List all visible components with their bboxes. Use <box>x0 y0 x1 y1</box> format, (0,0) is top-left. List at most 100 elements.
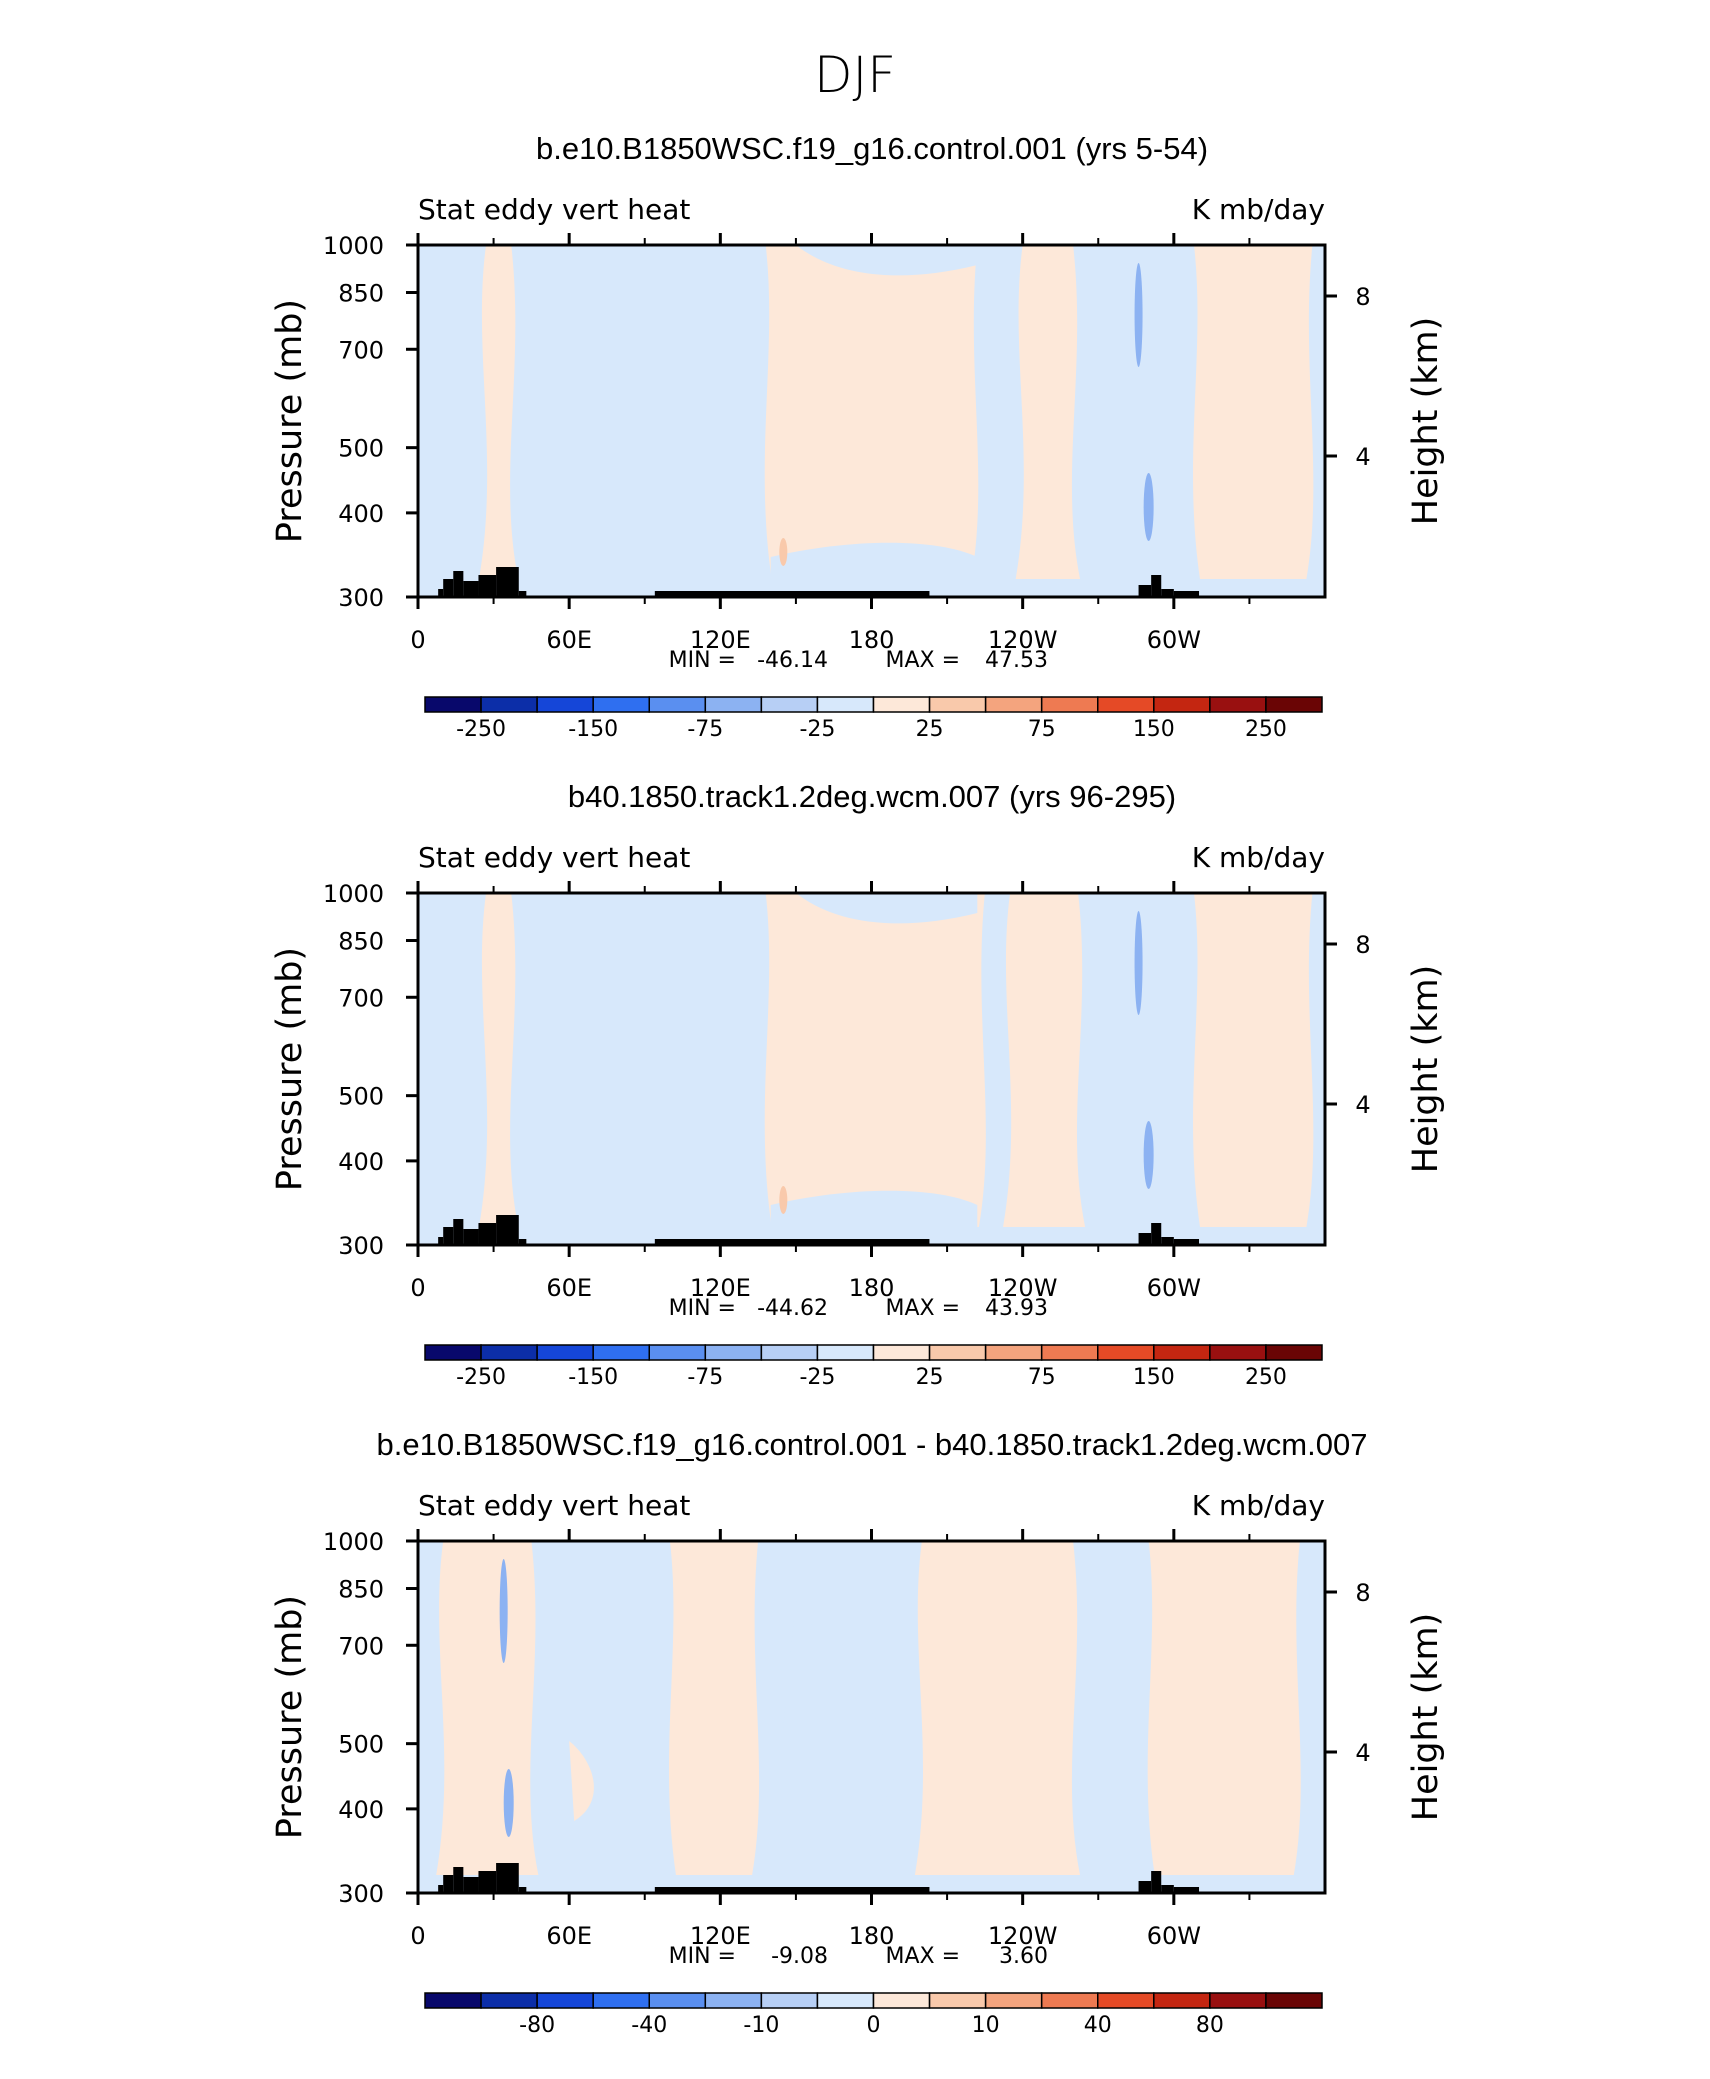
right-tick-label: 8 <box>1355 1579 1370 1607</box>
colorbar-swatch <box>928 696 987 713</box>
colorbar-swatch <box>1097 1992 1155 2009</box>
positive-region <box>569 1741 594 1821</box>
colorbar-swatch <box>984 1344 1043 1361</box>
topography-block <box>453 571 464 597</box>
right-tick-label: 8 <box>1355 283 1370 311</box>
topography-block <box>478 575 497 597</box>
colorbar-swatch <box>536 1344 594 1361</box>
colorbar-swatch <box>424 696 482 713</box>
topography-block <box>1161 1237 1174 1245</box>
negative-region <box>770 1601 897 1863</box>
y-tick-label: 700 <box>338 336 384 364</box>
colorbar-swatch <box>872 1344 931 1361</box>
colorbar-label: 150 <box>1133 717 1175 742</box>
min-label: MIN = <box>669 1296 736 1321</box>
colorbar-swatch <box>1209 1992 1267 2009</box>
right-tick-label: 4 <box>1355 1091 1370 1119</box>
topography-block <box>496 1215 519 1245</box>
max-value: 43.93 <box>985 1296 1048 1321</box>
contour-field <box>418 245 1325 597</box>
topography-block <box>463 1877 479 1893</box>
colorbar-swatch <box>760 696 819 713</box>
x-tick-label: 0 <box>410 626 425 654</box>
colorbar-label: 80 <box>1196 2013 1224 2038</box>
y-tick-label: 400 <box>338 1148 384 1176</box>
right-axis-label: Height (km) <box>1406 1613 1446 1822</box>
positive-region <box>436 1541 539 1875</box>
colorbar-swatch <box>536 1992 594 2009</box>
x-tick-label: 60E <box>546 626 592 654</box>
panel-3: b.e10.B1850WSC.f19_g16.control.001 - b40… <box>270 1427 1446 2038</box>
positive-region <box>914 1541 1081 1875</box>
colorbar: -250 -150 -75 -25 25 75 150 250 <box>424 696 1323 742</box>
colorbar-swatch <box>1209 1344 1267 1361</box>
colorbar-swatch <box>424 1992 482 2009</box>
colorbar-label: 25 <box>916 1365 944 1390</box>
y-tick-label: 300 <box>338 1880 384 1908</box>
colorbar-swatch <box>704 1992 763 2009</box>
colorbar-swatch <box>928 1344 987 1361</box>
colorbar: -80 -40 -10 0 10 40 80 <box>424 1992 1323 2038</box>
right-axis-label: Height (km) <box>1406 965 1446 1174</box>
max-value: 3.60 <box>999 1944 1048 1969</box>
positive-region <box>764 893 986 1227</box>
colorbar-swatch <box>872 1992 931 2009</box>
panel-1: b.e10.B1850WSC.f19_g16.control.001 (yrs … <box>270 131 1446 742</box>
panel-left-label: Stat eddy vert heat <box>418 841 690 874</box>
y-tick-label: 300 <box>338 1232 384 1260</box>
colorbar-swatch <box>1209 696 1267 713</box>
x-tick-label: 180 <box>849 626 895 654</box>
y-tick-label: 1000 <box>323 232 384 260</box>
panel-units-label: K mb/day <box>1192 1489 1325 1522</box>
y-tick-label: 400 <box>338 500 384 528</box>
right-axis-label: Height (km) <box>1406 317 1446 526</box>
topography-block <box>518 1239 527 1245</box>
topography-block <box>654 1887 930 1893</box>
topography-block <box>1151 1223 1162 1245</box>
panel-left-label: Stat eddy vert heat <box>418 1489 690 1522</box>
x-tick-label: 60E <box>546 1274 592 1302</box>
negative-maximum <box>1143 473 1154 541</box>
negative-maximum <box>1134 911 1143 1015</box>
colorbar-swatch <box>1265 696 1323 713</box>
panel-title: b40.1850.track1.2deg.wcm.007 (yrs 96-295… <box>568 779 1176 814</box>
panel-units-label: K mb/day <box>1192 841 1325 874</box>
y-axis-label: Pressure (mb) <box>270 1595 310 1839</box>
colorbar-label: 75 <box>1028 717 1056 742</box>
topography-block <box>496 567 519 597</box>
positive-region <box>1193 893 1314 1227</box>
colorbar-swatch <box>536 696 594 713</box>
y-axis-label: Pressure (mb) <box>270 947 310 1191</box>
colorbar-label: -25 <box>799 717 835 742</box>
colorbar-swatch <box>480 1344 538 1361</box>
max-label: MAX = <box>885 1296 960 1321</box>
negative-region <box>795 893 978 924</box>
negative-region <box>770 542 978 597</box>
x-tick-label: 120E <box>690 1922 751 1950</box>
x-tick-label: 180 <box>849 1922 895 1950</box>
colorbar-label: -250 <box>456 717 506 742</box>
topography-block <box>1151 575 1162 597</box>
colorbar-swatch <box>928 1992 987 2009</box>
y-tick-label: 850 <box>338 280 384 308</box>
colorbar-label: -150 <box>568 717 618 742</box>
topography-block <box>654 591 930 597</box>
colorbar-swatch <box>704 696 763 713</box>
negative-maximum <box>1143 1121 1154 1189</box>
colorbar-swatch <box>1040 696 1099 713</box>
colorbar-swatch <box>1153 1344 1211 1361</box>
colorbar-swatch <box>704 1344 763 1361</box>
y-tick-label: 500 <box>338 1083 384 1111</box>
colorbar-swatch <box>648 1992 707 2009</box>
positive-region <box>1015 245 1081 579</box>
x-tick-label: 180 <box>849 1274 895 1302</box>
y-tick-label: 850 <box>338 928 384 956</box>
y-tick-label: 400 <box>338 1796 384 1824</box>
colorbar-label: 25 <box>916 717 944 742</box>
topography-block <box>478 1871 497 1893</box>
topography-block <box>463 1229 479 1245</box>
topography-block <box>463 581 479 597</box>
colorbar-swatch <box>816 1344 875 1361</box>
positive-region <box>1193 245 1314 579</box>
